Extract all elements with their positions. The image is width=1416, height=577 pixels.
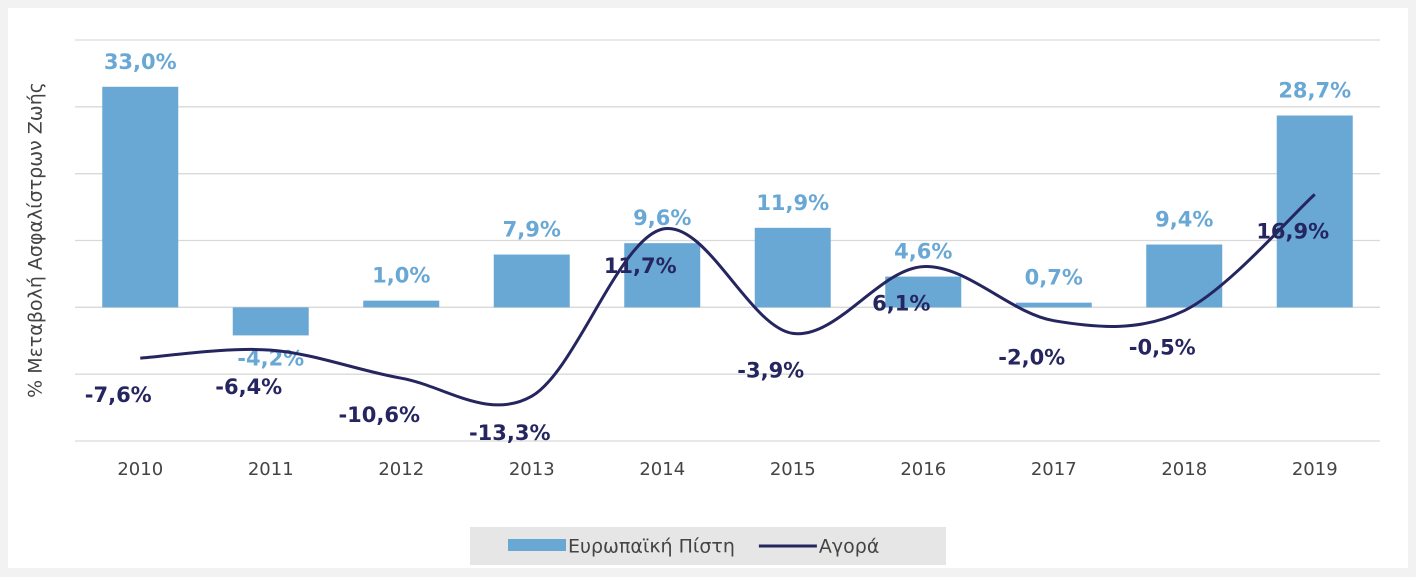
line-value-label: 11,7% — [604, 254, 677, 278]
bar — [102, 86, 179, 308]
line-value-label: -0,5% — [1129, 336, 1196, 360]
bar-value-label: 28,7% — [1278, 79, 1351, 103]
x-tick-label: 2010 — [117, 459, 163, 480]
x-tick-label: 2012 — [378, 459, 424, 480]
line-value-label: -7,6% — [85, 383, 152, 407]
x-tick-label: 2015 — [770, 459, 816, 480]
x-tick-label: 2018 — [1161, 459, 1207, 480]
bar — [493, 254, 570, 308]
legend-label: Αγορά — [819, 536, 879, 558]
x-tick-label: 2016 — [900, 459, 946, 480]
bar-value-label: 1,0% — [372, 264, 430, 288]
line-value-label: 16,9% — [1256, 219, 1329, 243]
line-value-label: -13,3% — [469, 421, 551, 445]
x-tick-label: 2013 — [509, 459, 555, 480]
x-tick-label: 2017 — [1031, 459, 1077, 480]
bar-value-label: 33,0% — [104, 50, 177, 74]
bar — [232, 307, 309, 336]
line — [140, 193, 1316, 407]
legend-swatch — [508, 539, 566, 551]
bar — [754, 227, 831, 308]
bar — [363, 300, 440, 308]
bar — [1015, 302, 1092, 308]
bar-value-label: 4,6% — [894, 240, 952, 264]
bar-value-label: 7,9% — [503, 218, 561, 242]
bar-value-label: 11,9% — [756, 191, 829, 215]
x-tick-label: 2019 — [1292, 459, 1338, 480]
line-value-label: -10,6% — [338, 403, 420, 427]
line-value-label: -3,9% — [737, 358, 804, 382]
bar-value-label: 9,4% — [1155, 208, 1213, 232]
x-tick-label: 2014 — [639, 459, 685, 480]
bar — [1146, 244, 1223, 308]
legend-label: Ευρωπαϊκή Πίστη — [568, 536, 735, 558]
line-value-label: -6,4% — [215, 375, 282, 399]
bar — [624, 243, 701, 308]
line-value-label: 6,1% — [872, 292, 930, 316]
bar — [1276, 115, 1353, 308]
x-tick-label: 2011 — [248, 459, 294, 480]
bar — [885, 276, 962, 308]
bar-value-label: 0,7% — [1025, 266, 1083, 290]
bar-value-label: 9,6% — [633, 206, 691, 230]
line-value-label: -2,0% — [998, 346, 1065, 370]
y-axis-label: % Μεταβολή Ασφαλίστρων Ζωής — [25, 82, 47, 398]
